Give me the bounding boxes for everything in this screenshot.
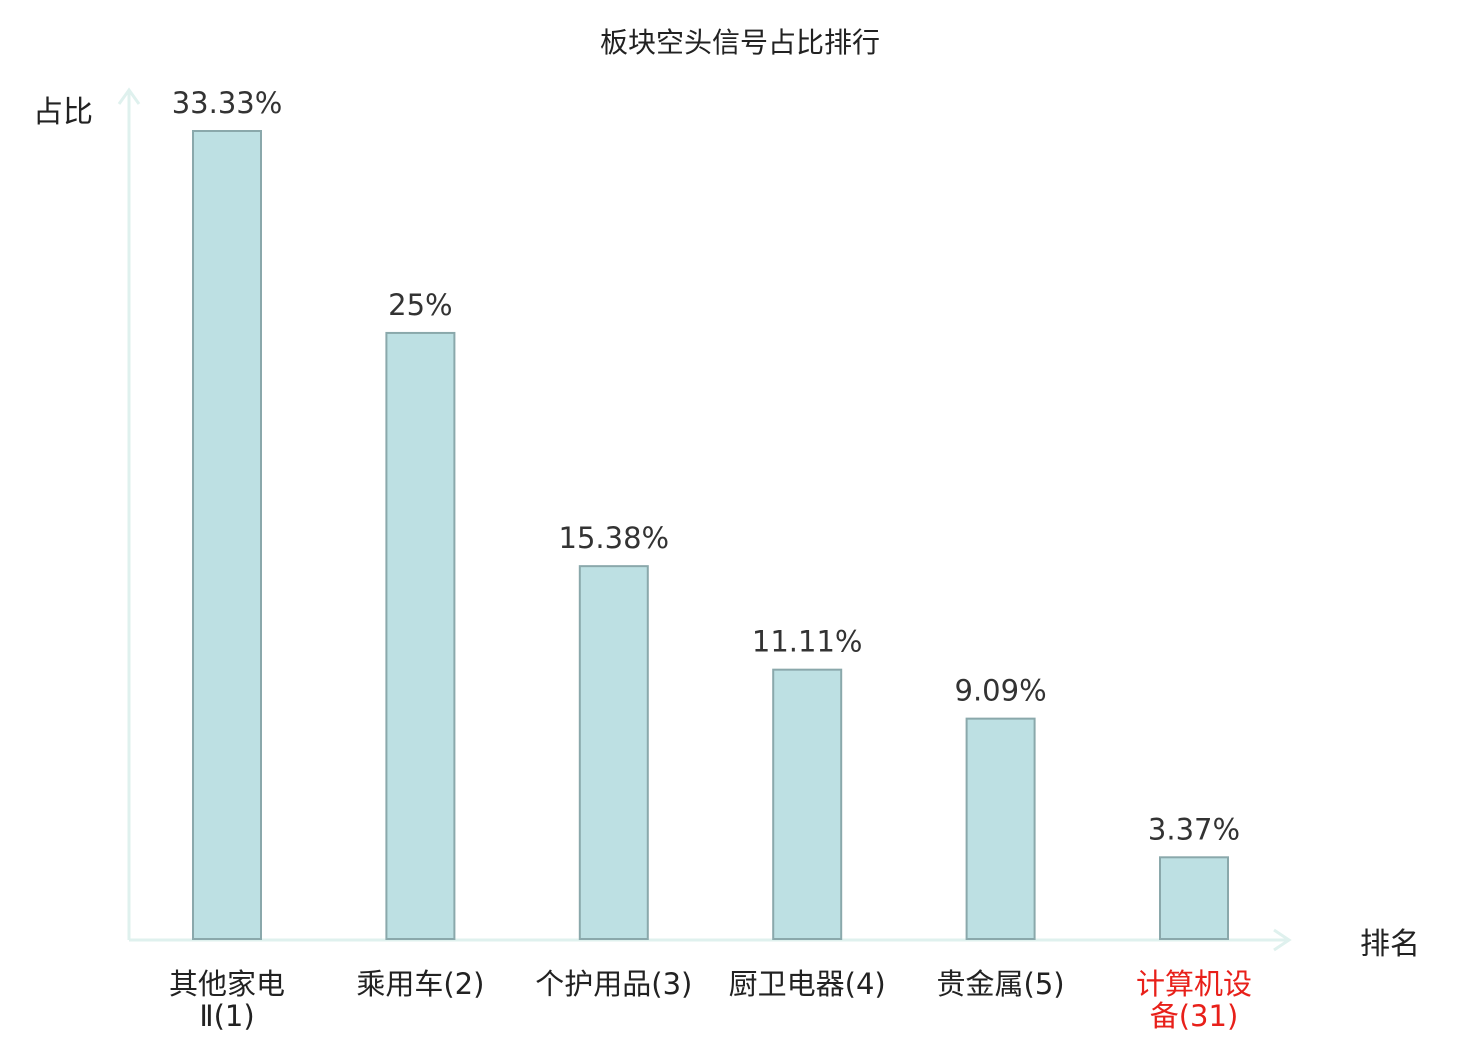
value-label-1: 33.33% <box>172 86 283 120</box>
bar-5 <box>965 717 1036 940</box>
category-label-6-line-1: 计算机设 <box>1136 967 1252 1001</box>
bar-6 <box>1159 856 1229 941</box>
value-label-3: 15.38% <box>559 521 670 555</box>
category-label-2: 乘用车(2) <box>356 967 484 1001</box>
chart-title: 板块空头信号占比排行 <box>600 26 880 59</box>
value-label-5: 9.09% <box>955 674 1047 708</box>
value-labels: 33.33% 25% 15.38% 11.11% 9.09% 3.37% <box>172 86 1240 846</box>
bar-1 <box>192 130 262 940</box>
x-axis-arrow <box>1273 928 1292 952</box>
y-axis-arrow <box>117 87 141 105</box>
category-label-3: 个护用品(3) <box>535 967 692 1001</box>
x-axis-label: 排名 <box>1360 927 1420 962</box>
bar-2 <box>385 331 456 940</box>
bar-series <box>192 130 1229 941</box>
category-label-1-line-1: 其他家电 <box>169 967 285 1001</box>
category-label-6-line-2: 备(31) <box>1150 999 1239 1033</box>
value-label-4: 11.11% <box>752 625 863 659</box>
y-axis-label: 占比 <box>33 95 93 130</box>
bar-3 <box>578 565 649 940</box>
category-label-1-line-2: Ⅱ(1) <box>199 999 254 1033</box>
bar-4 <box>772 668 843 941</box>
value-label-6: 3.37% <box>1148 812 1240 846</box>
category-label-4: 厨卫电器(4) <box>729 967 886 1001</box>
value-label-2: 25% <box>388 288 452 322</box>
category-label-5: 贵金属(5) <box>937 967 1065 1001</box>
